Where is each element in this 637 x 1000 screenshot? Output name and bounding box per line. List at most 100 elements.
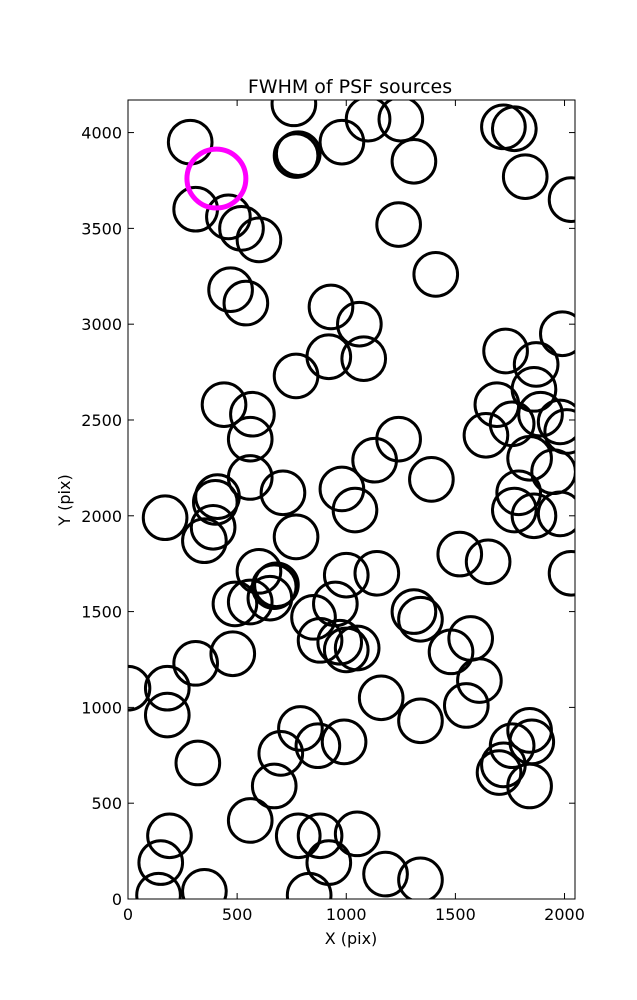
psf-source-marker bbox=[333, 810, 381, 858]
x-tick-label: 1500 bbox=[435, 905, 476, 924]
psf-source-marker bbox=[181, 517, 228, 565]
y-axis: 0 500 1000 1500 2000 2500 3000 3500 4000 bbox=[81, 124, 575, 909]
psf-source-marker bbox=[211, 580, 259, 628]
psf-source-marker bbox=[128, 664, 152, 712]
psf-source-marker bbox=[307, 283, 355, 331]
psf-source-marker bbox=[488, 400, 536, 448]
psf-source-marker bbox=[235, 548, 283, 595]
psf-source-marker bbox=[475, 749, 523, 796]
psf-source-marker bbox=[436, 530, 484, 578]
psf-source-marker bbox=[189, 503, 237, 551]
psf-source-marker bbox=[490, 486, 538, 534]
psf-source-marker bbox=[143, 691, 191, 739]
psf-source-marker bbox=[172, 639, 219, 687]
psf-source-marker bbox=[320, 718, 368, 766]
psf-source-marker bbox=[547, 549, 575, 597]
psf-source-marker bbox=[296, 617, 344, 664]
y-tick-label: 2500 bbox=[81, 411, 122, 430]
psf-source-marker bbox=[253, 561, 300, 609]
psf-source-marker bbox=[512, 341, 560, 388]
psf-source-marker bbox=[294, 722, 342, 770]
psf-source-marker bbox=[246, 574, 294, 622]
psf-source-marker bbox=[547, 176, 575, 223]
psf-source-marker bbox=[357, 674, 405, 722]
psf-source-marker bbox=[200, 381, 248, 428]
y-tick-label: 2000 bbox=[81, 507, 122, 526]
chart-title: FWHM of PSF sources bbox=[248, 76, 452, 98]
psf-source-marker bbox=[174, 739, 222, 787]
psf-source-marker bbox=[390, 588, 438, 635]
psf-source-marker bbox=[209, 630, 257, 678]
psf-source-marker bbox=[353, 549, 401, 597]
psf-source-marker bbox=[166, 118, 214, 166]
psf-source-marker bbox=[218, 205, 265, 252]
psf-source-marker bbox=[272, 352, 320, 400]
x-tick-label: 2000 bbox=[544, 905, 585, 924]
x-tick-label: 0 bbox=[123, 905, 133, 924]
psf-source-marker bbox=[272, 513, 320, 561]
psf-source-marker bbox=[510, 492, 558, 540]
psf-source-marker bbox=[274, 130, 322, 177]
plot-frame bbox=[127, 99, 576, 900]
psf-source-marker bbox=[344, 100, 392, 143]
psf-source-marker bbox=[137, 839, 185, 886]
psf-source-marker bbox=[141, 494, 189, 542]
psf-source-marker bbox=[464, 538, 512, 586]
psf-source-marker bbox=[536, 398, 575, 446]
x-tick-label: 1000 bbox=[326, 905, 367, 924]
psf-source-marker bbox=[322, 551, 370, 599]
psf-source-marker bbox=[377, 100, 425, 143]
psf-source-marker bbox=[412, 251, 460, 298]
psf-source-marker bbox=[375, 201, 422, 248]
psf-source-marker bbox=[517, 390, 564, 438]
psf-source-marker bbox=[488, 722, 536, 770]
psf-source-marker bbox=[510, 365, 558, 413]
y-axis-label: Y (pix) bbox=[55, 474, 74, 526]
psf-source-marker bbox=[362, 850, 409, 898]
psf-source-marker bbox=[427, 628, 475, 676]
psf-source-marker bbox=[226, 415, 274, 463]
psf-source-marker bbox=[181, 868, 228, 899]
psf-source-marker bbox=[207, 266, 254, 314]
psf-source-marker bbox=[456, 657, 503, 704]
psf-source-marker bbox=[259, 469, 307, 517]
psf-source-marker bbox=[296, 812, 344, 860]
psf-source-marker bbox=[305, 839, 353, 886]
y-tick-label: 1500 bbox=[81, 603, 122, 622]
psf-source-marker bbox=[390, 137, 438, 185]
y-tick-label: 3000 bbox=[81, 315, 122, 334]
psf-source-marker bbox=[397, 856, 444, 899]
psf-source-marker bbox=[397, 595, 444, 643]
psf-source-marker bbox=[274, 812, 322, 860]
psf-source-marker bbox=[305, 333, 353, 381]
psf-source-marker bbox=[316, 618, 364, 666]
psf-source-marker bbox=[447, 615, 494, 662]
psf-source-marker bbox=[191, 479, 239, 526]
psf-source-marker bbox=[397, 697, 444, 745]
psf-source-marker bbox=[482, 327, 529, 375]
psf-source-marker bbox=[285, 871, 333, 899]
psf-source-marker bbox=[408, 456, 455, 503]
psf-source-marker bbox=[270, 100, 318, 128]
psf-source-marker bbox=[229, 390, 276, 438]
psf-source-marker bbox=[536, 490, 575, 538]
psf-source-marker bbox=[442, 682, 490, 729]
psf-source-marker bbox=[290, 594, 337, 641]
psf-source-marker bbox=[351, 436, 398, 484]
psf-source-marker bbox=[277, 705, 324, 752]
psf-source-marker bbox=[146, 812, 193, 860]
highlighted-source-marker bbox=[184, 146, 249, 211]
psf-source-marker bbox=[143, 664, 191, 712]
psf-source-marker bbox=[222, 279, 270, 327]
psf-source-marker bbox=[336, 300, 383, 348]
psf-source-marker bbox=[462, 411, 510, 459]
x-tick-label: 500 bbox=[222, 905, 253, 924]
x-axis-label: X (pix) bbox=[325, 929, 378, 948]
psf-source-marker bbox=[506, 434, 553, 482]
y-tick-label: 500 bbox=[91, 794, 122, 813]
y-tick-label: 3500 bbox=[81, 219, 122, 238]
y-tick-label: 0 bbox=[112, 890, 122, 909]
y-tick-label: 1000 bbox=[81, 698, 122, 717]
psf-source-marker bbox=[506, 762, 553, 810]
